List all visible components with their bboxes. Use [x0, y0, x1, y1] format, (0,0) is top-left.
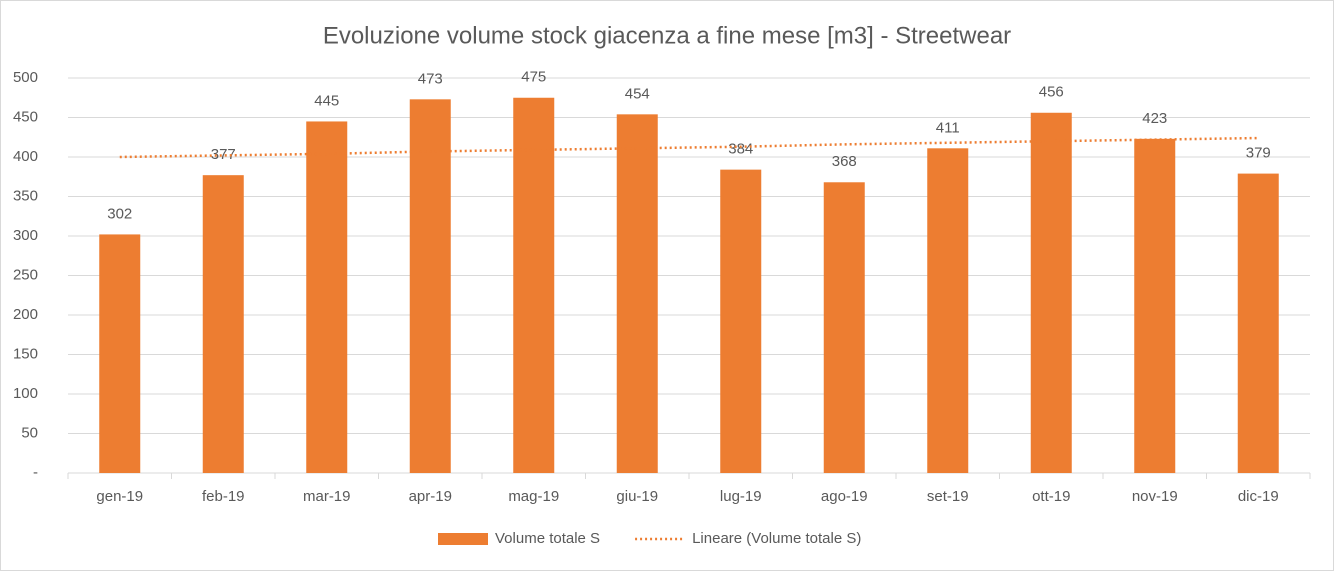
x-tick-label: gen-19 — [96, 488, 143, 505]
x-tick-label: mar-19 — [303, 488, 351, 505]
bar — [513, 97, 555, 473]
bar — [616, 114, 658, 473]
bar — [927, 148, 969, 473]
x-tick-label: nov-19 — [1132, 488, 1178, 505]
y-tick-label: 200 — [13, 306, 38, 323]
data-label: 411 — [936, 119, 960, 136]
y-tick-label: 500 — [13, 69, 38, 86]
bar — [1030, 112, 1072, 473]
bar — [99, 234, 141, 473]
y-tick-label: 400 — [13, 148, 38, 165]
data-label: 473 — [418, 70, 443, 87]
data-label: 445 — [314, 92, 339, 109]
y-tick-label: 300 — [13, 227, 38, 244]
bar — [1237, 173, 1279, 473]
bar — [409, 99, 451, 473]
y-tick-label: 350 — [13, 187, 38, 204]
chart-title: Evoluzione volume stock giacenza a fine … — [323, 22, 1011, 49]
x-tick-label: ago-19 — [821, 488, 868, 505]
data-label: 454 — [625, 85, 650, 102]
bar — [202, 175, 244, 474]
data-label: 377 — [211, 146, 236, 163]
x-tick-label: ott-19 — [1032, 488, 1070, 505]
y-tick-label: 100 — [13, 385, 38, 402]
data-label: 384 — [728, 141, 753, 158]
x-tick-label: apr-19 — [409, 488, 452, 505]
data-label: 302 — [107, 205, 132, 222]
x-tick-label: lug-19 — [720, 488, 762, 505]
y-tick-label: 50 — [21, 424, 38, 441]
data-label: 423 — [1142, 110, 1167, 127]
legend-label: Lineare (Volume totale S) — [692, 530, 861, 547]
x-tick-label: mag-19 — [508, 488, 559, 505]
y-tick-label: 250 — [13, 266, 38, 283]
data-label: 475 — [521, 69, 546, 86]
legend-swatch — [438, 533, 488, 545]
legend-label: Volume totale S — [495, 530, 600, 547]
y-tick-label: - — [33, 464, 38, 481]
y-tick-label: 150 — [13, 345, 38, 362]
x-tick-label: set-19 — [927, 488, 969, 505]
x-tick-label: feb-19 — [202, 488, 245, 505]
bar — [720, 169, 762, 473]
data-label: 368 — [832, 153, 857, 170]
bar — [1134, 138, 1176, 473]
x-tick-label: giu-19 — [616, 488, 658, 505]
bar — [306, 121, 348, 473]
x-tick-label: dic-19 — [1238, 488, 1279, 505]
bar — [823, 182, 865, 473]
y-tick-label: 450 — [13, 108, 38, 125]
data-label: 456 — [1039, 84, 1064, 101]
data-label: 379 — [1246, 145, 1271, 162]
